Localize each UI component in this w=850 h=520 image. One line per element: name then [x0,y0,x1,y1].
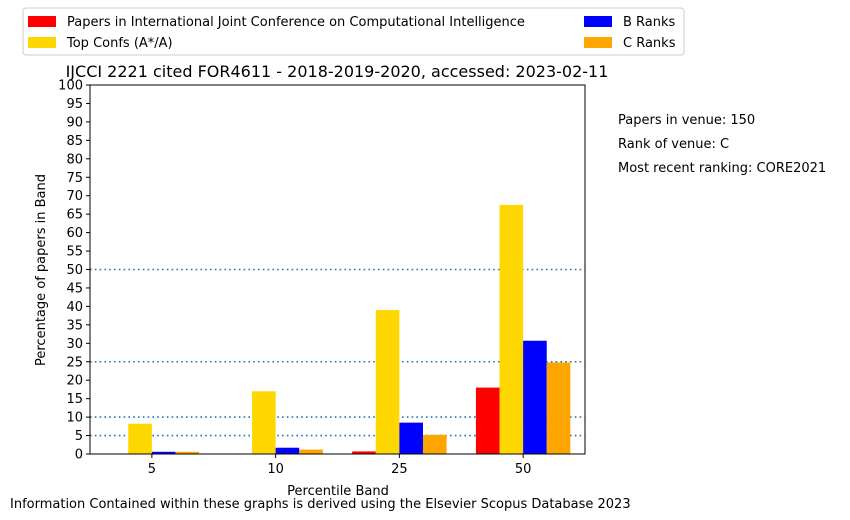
y-tick-label-0: 0 [75,448,83,463]
bars [128,204,571,454]
legend: Papers in International Joint Conference… [22,7,685,56]
y-tick-label-75: 75 [66,171,83,186]
y-tick-label-65: 65 [66,208,83,223]
bar-series2-5 [151,451,176,454]
reference-lines [90,268,585,437]
y-tick-label-60: 60 [66,226,83,241]
footer-note: Information Contained within these graph… [10,497,631,512]
bar-series1-50 [499,204,524,454]
y-axis-label: Percentage of papers in Band [34,174,49,366]
legend-frame [22,7,685,56]
info-recent-ranking: Most recent ranking: CORE2021 [618,161,826,176]
legend-label-c: C Ranks [623,36,676,51]
y-tick-label-40: 40 [66,300,83,315]
y-tick-label-55: 55 [66,245,83,260]
y-tick-label-45: 45 [66,281,83,296]
y-tick-label-80: 80 [66,152,83,167]
bar-series3-25 [422,434,447,454]
bar-series2-10 [275,447,300,454]
legend-label-top: Top Confs (A*/A) [66,36,173,51]
x-tick-label-25: 25 [391,462,408,477]
bar-series2-25 [399,422,423,454]
y-tick-label-30: 30 [66,337,83,352]
x-tick-label-50: 50 [515,462,532,477]
x-tick-label-5: 5 [148,462,156,477]
x-tick-label-10: 10 [267,462,284,477]
y-tick-label-20: 20 [66,374,83,389]
y-axis: 0 5 10 15 20 25 30 35 40 45 50 55 60 65 70 75 80 85 90 95 10… [58,79,90,463]
bar-series0-25 [352,451,376,454]
chart-title: IJCCI 2221 cited FOR4611 - 2018-2019-202… [66,62,609,81]
legend-swatch-b [584,16,612,27]
x-axis-label: Percentile Band [287,484,389,499]
legend-label-b: B Ranks [623,15,676,30]
bar-series3-50 [546,362,571,454]
legend-swatch-top [28,37,56,48]
y-tick-label-100: 100 [58,79,83,94]
info-rank-of-venue: Rank of venue: C [618,137,729,152]
bar-series1-25 [375,310,400,454]
bar-series2-50 [523,340,547,454]
y-tick-label-25: 25 [66,355,83,370]
y-tick-label-50: 50 [66,263,83,278]
legend-label-venue: Papers in International Joint Conference… [67,15,525,30]
legend-swatch-c [584,37,612,48]
y-tick-label-10: 10 [66,411,83,426]
bar-series3-5 [175,451,200,454]
bar-series3-10 [299,449,323,454]
legend-swatch-venue [28,16,56,27]
bar-series0-50 [475,387,500,454]
y-tick-label-70: 70 [66,189,83,204]
info-papers-in-venue: Papers in venue: 150 [618,113,755,128]
y-tick-label-15: 15 [66,392,83,407]
y-tick-label-90: 90 [66,115,83,130]
y-tick-label-35: 35 [66,318,83,333]
bar-series1-10 [252,391,276,454]
bar-series1-5 [128,423,152,454]
y-tick-label-95: 95 [66,97,83,112]
x-axis: 5 10 25 50 [148,454,532,477]
y-tick-label-85: 85 [66,134,83,149]
y-tick-label-5: 5 [75,429,83,444]
